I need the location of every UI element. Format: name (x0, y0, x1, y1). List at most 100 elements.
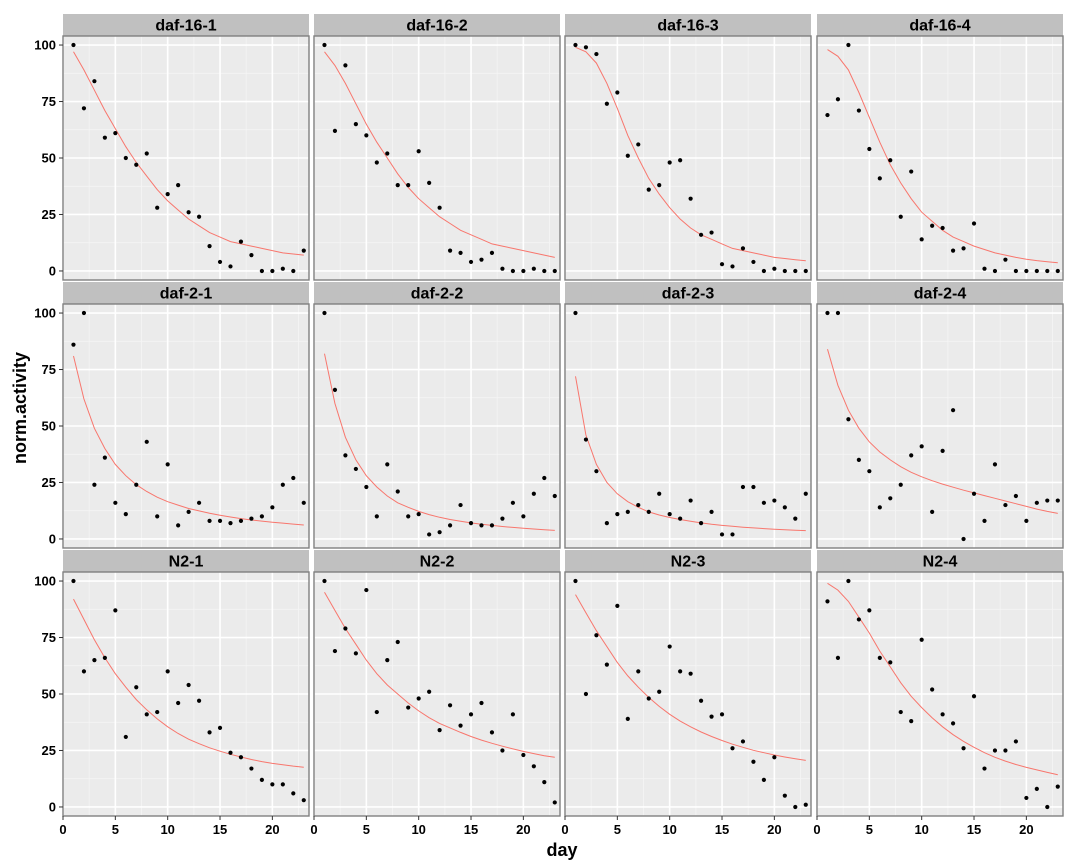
x-tick-label: 10 (914, 822, 928, 837)
y-tick-label: 25 (42, 743, 56, 758)
x-tick-label: 0 (310, 822, 317, 837)
facet-title: N2-2 (420, 554, 455, 571)
data-point (730, 264, 735, 269)
x-tick-label: 20 (516, 822, 530, 837)
data-point (930, 687, 935, 692)
fit-line (73, 598, 304, 768)
data-point (573, 578, 578, 584)
data-point (196, 214, 202, 219)
data-point (961, 246, 966, 251)
data-point (280, 482, 285, 487)
data-point (176, 183, 181, 188)
data-point (846, 42, 851, 48)
data-point (583, 437, 589, 442)
data-point (615, 603, 620, 608)
data-point (594, 51, 599, 57)
data-point (531, 266, 536, 271)
data-point (636, 669, 641, 674)
panel-border (564, 303, 812, 549)
data-point (71, 578, 76, 584)
data-point (186, 682, 191, 688)
data-point (217, 725, 223, 730)
data-point (71, 42, 76, 48)
data-point (846, 578, 851, 584)
data-point (877, 655, 882, 660)
data-point (406, 183, 411, 188)
facet-panel: daf-2-4 (816, 282, 1064, 549)
y-tick-label: 100 (34, 574, 56, 589)
data-point (950, 408, 956, 413)
data-point (719, 262, 725, 267)
data-point (667, 644, 672, 649)
data-point (343, 453, 348, 458)
data-point (761, 777, 766, 782)
data-point (856, 108, 861, 113)
facet-strip (565, 282, 811, 304)
fit-line (73, 355, 304, 526)
data-point (803, 802, 808, 807)
data-point (332, 648, 338, 654)
data-point (427, 689, 432, 694)
data-point (751, 259, 756, 265)
data-point (636, 502, 641, 508)
data-point (552, 800, 557, 805)
facet-strip (817, 550, 1063, 572)
data-point (698, 232, 704, 237)
data-point (542, 475, 547, 481)
panel-border (313, 35, 561, 281)
data-point (1045, 498, 1050, 503)
data-point (992, 748, 998, 753)
data-point (1055, 784, 1060, 789)
data-point (573, 42, 578, 48)
y-tick-label: 50 (42, 687, 56, 702)
data-point (385, 151, 390, 156)
data-point (385, 658, 390, 663)
data-point (259, 268, 264, 274)
data-point (123, 734, 128, 740)
x-tick-label: 20 (265, 822, 279, 837)
fit-line (827, 49, 1058, 264)
data-point (301, 798, 306, 803)
data-point (427, 180, 432, 185)
facet-title: N2-3 (671, 554, 706, 571)
data-point (646, 509, 651, 514)
data-point (867, 146, 872, 152)
facet-title: daf-16-3 (657, 18, 718, 35)
y-axis-title: norm.activity (10, 352, 30, 464)
data-point (249, 766, 254, 771)
x-tick-label: 0 (59, 822, 66, 837)
data-point (458, 250, 463, 255)
data-point (301, 248, 306, 253)
y-tick-label: 25 (42, 207, 56, 222)
data-point (825, 599, 830, 604)
data-point (909, 719, 914, 724)
y-tick-label: 75 (42, 362, 56, 377)
data-point (657, 689, 662, 694)
y-tick-label: 0 (49, 799, 56, 814)
data-point (552, 268, 557, 274)
data-point (228, 750, 233, 755)
data-point (353, 122, 358, 127)
data-point (196, 698, 202, 703)
data-point (102, 135, 107, 140)
facet-panel: N2-1 0 25 50 75 100 0 5 10 15 20 (34, 550, 310, 837)
data-point (81, 310, 87, 316)
data-point (636, 142, 641, 147)
data-point (155, 514, 160, 519)
panel-border (313, 303, 561, 549)
data-point (291, 475, 296, 481)
data-point (374, 160, 379, 165)
data-point (888, 158, 893, 163)
data-point (940, 225, 945, 231)
data-point (500, 516, 505, 521)
data-point (761, 268, 766, 274)
data-point (510, 712, 515, 717)
facet-panel: daf-16-1 0 25 50 75 100 (34, 14, 310, 281)
data-point (740, 739, 746, 744)
data-point (709, 714, 714, 719)
data-point (228, 264, 233, 269)
data-point (898, 482, 903, 487)
data-point (395, 183, 400, 188)
data-point (719, 532, 725, 537)
x-tick-label: 15 (464, 822, 478, 837)
